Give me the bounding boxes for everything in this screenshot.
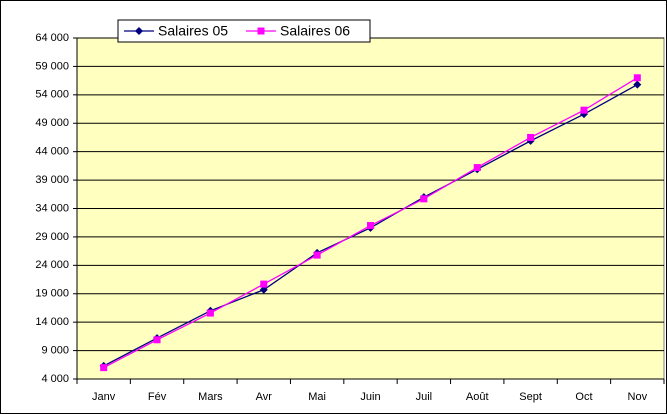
marker — [367, 222, 374, 230]
marker — [633, 74, 641, 82]
marker — [473, 164, 481, 172]
y-tick-label: 49 000 — [35, 117, 69, 129]
y-tick-label: 39 000 — [35, 174, 69, 186]
marker — [259, 285, 268, 294]
x-tick-label: Mars — [198, 391, 223, 403]
y-tick-label: 64 000 — [35, 32, 69, 44]
marker — [100, 364, 108, 372]
y-tick-label: 24 000 — [35, 259, 69, 271]
marker — [313, 251, 321, 259]
y-tick-label: 54 000 — [35, 89, 69, 101]
y-tick-label: 44 000 — [35, 146, 69, 158]
marker — [153, 336, 161, 344]
marker — [633, 80, 642, 89]
y-tick-label: 19 000 — [35, 288, 69, 300]
legend-label: Salaires 05 — [158, 23, 228, 39]
x-tick-label: Avr — [256, 391, 273, 403]
marker — [580, 106, 588, 114]
x-tick-label: Juin — [360, 391, 380, 403]
marker — [420, 195, 428, 203]
y-tick-label: 14 000 — [35, 316, 69, 328]
marker — [135, 27, 143, 35]
x-tick-label: Fév — [148, 391, 167, 403]
marker — [260, 280, 268, 288]
x-tick-label: Août — [466, 391, 489, 403]
x-tick-label: Juil — [416, 391, 433, 403]
y-tick-label: 4 000 — [41, 373, 69, 385]
y-tick-label: 9 000 — [41, 344, 69, 356]
x-tick-label: Sept — [519, 391, 542, 403]
marker — [527, 133, 535, 141]
y-tick-label: 29 000 — [35, 231, 69, 243]
x-tick-label: Janv — [92, 391, 116, 403]
y-tick-label: 34 000 — [35, 202, 69, 214]
legend — [117, 19, 371, 43]
marker — [257, 27, 265, 35]
x-tick-label: Mai — [308, 391, 326, 403]
x-tick-label: Oct — [575, 391, 592, 403]
legend-label: Salaires 06 — [280, 23, 350, 39]
x-tick-label: Nov — [628, 391, 648, 403]
y-tick-label: 59 000 — [35, 60, 69, 72]
marker — [206, 309, 214, 317]
